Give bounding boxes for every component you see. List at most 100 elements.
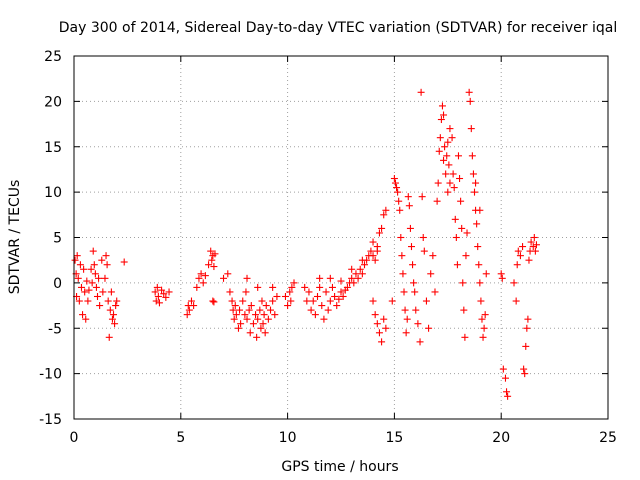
data-point: [513, 261, 521, 269]
data-point: [337, 277, 345, 285]
data-point: [394, 188, 402, 196]
data-point: [77, 283, 85, 291]
data-point: [440, 156, 448, 164]
data-point: [425, 324, 433, 332]
data-point: [375, 229, 383, 237]
data-point: [388, 297, 396, 305]
data-point: [284, 302, 292, 310]
data-point: [311, 311, 319, 319]
data-point: [416, 338, 424, 346]
data-point: [532, 241, 540, 249]
x-tick-label: 25: [599, 430, 617, 446]
data-point: [350, 279, 358, 287]
data-point: [373, 247, 381, 255]
data-point: [101, 274, 109, 282]
y-tick-label: -15: [39, 412, 62, 428]
data-point: [301, 283, 309, 291]
chart-title: Day 300 of 2014, Sidereal Day-to-day VTE…: [59, 20, 617, 36]
grid-lines: [74, 56, 608, 419]
data-point: [153, 283, 161, 291]
data-point: [99, 288, 107, 296]
data-point: [257, 324, 265, 332]
data-point: [512, 297, 520, 305]
y-tick-label: 0: [53, 276, 62, 292]
data-point: [393, 184, 401, 192]
data-point: [467, 125, 475, 133]
data-point: [378, 338, 386, 346]
data-point: [469, 170, 477, 178]
data-point: [183, 311, 191, 319]
data-point: [237, 320, 245, 328]
data-point: [460, 306, 468, 314]
data-point: [369, 238, 377, 246]
data-point: [154, 292, 162, 300]
data-point: [88, 279, 96, 287]
data-point: [479, 333, 487, 341]
data-point: [249, 320, 257, 328]
data-point: [324, 306, 332, 314]
data-point: [83, 277, 91, 285]
data-point: [371, 256, 379, 264]
data-point: [458, 224, 466, 232]
data-point: [239, 297, 247, 305]
data-point: [104, 297, 112, 305]
data-point: [420, 247, 428, 255]
data-point: [259, 320, 267, 328]
data-point: [305, 288, 313, 296]
data-point: [481, 311, 489, 319]
data-point: [320, 315, 328, 323]
data-point: [519, 243, 527, 251]
data-point: [102, 252, 110, 260]
data-point: [466, 97, 474, 105]
data-point: [108, 315, 116, 323]
data-point: [463, 229, 471, 237]
data-point: [514, 247, 522, 255]
data-point: [208, 256, 216, 264]
data-point: [322, 288, 330, 296]
data-point: [165, 288, 173, 296]
data-point: [267, 306, 275, 314]
data-point: [530, 234, 538, 241]
data-point: [369, 252, 377, 260]
data-point: [437, 116, 445, 124]
x-tick-label: 15: [385, 430, 403, 446]
data-point: [82, 315, 90, 323]
y-axis-label: SDTVAR / TECUs: [7, 180, 23, 295]
data-point: [382, 206, 390, 214]
data-point: [472, 179, 480, 187]
data-point: [478, 315, 486, 323]
data-point: [358, 256, 366, 264]
data-point: [316, 274, 324, 282]
data-point: [281, 292, 289, 300]
data-point: [162, 293, 170, 301]
data-point: [456, 175, 464, 183]
data-point: [369, 297, 377, 305]
data-point: [348, 274, 356, 282]
data-point: [474, 243, 482, 251]
data-point: [241, 311, 249, 319]
data-point: [96, 302, 104, 310]
data-point: [524, 315, 532, 323]
data-point: [427, 270, 435, 278]
data-point: [185, 306, 193, 314]
data-point: [375, 329, 383, 337]
data-point: [260, 311, 268, 319]
data-point: [87, 265, 95, 273]
data-point: [187, 297, 195, 305]
data-point: [523, 324, 531, 332]
data-point: [110, 311, 118, 319]
data-point: [155, 299, 163, 307]
data-point: [107, 288, 115, 296]
data-point: [438, 102, 446, 110]
data-point: [414, 320, 422, 328]
data-point: [410, 279, 418, 287]
x-tick-label: 10: [279, 430, 297, 446]
data-point: [501, 374, 509, 382]
data-point: [287, 297, 295, 305]
data-point: [525, 256, 533, 264]
data-point: [436, 134, 444, 142]
y-tick-label: 5: [53, 231, 62, 247]
data-point: [91, 270, 99, 278]
data-point: [318, 302, 326, 310]
